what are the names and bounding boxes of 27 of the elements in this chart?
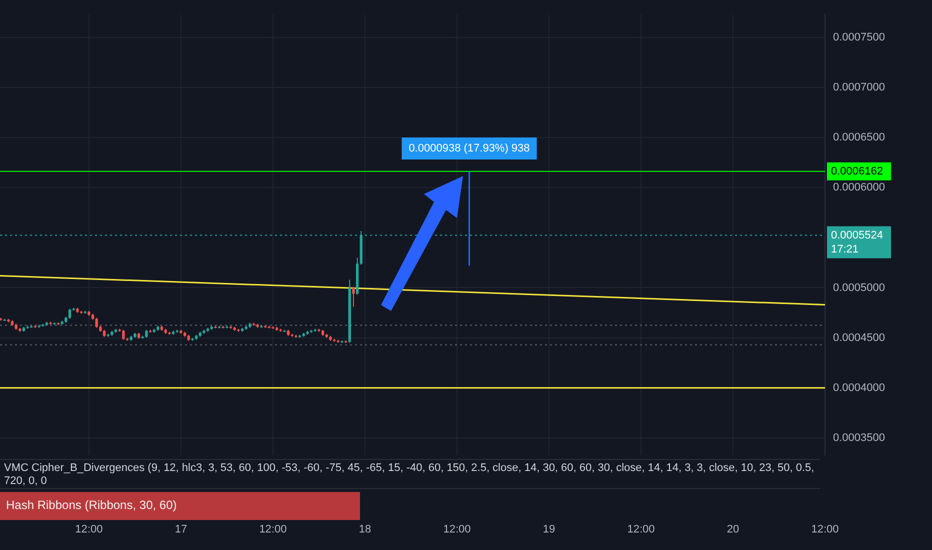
y-tick-label: 0.0006000 [833, 182, 885, 194]
candlestick [68, 308, 72, 320]
x-tick-label: 12:00 [811, 524, 839, 536]
x-tick-label: 12:00 [259, 524, 287, 536]
y-tick-label: 0.0003500 [833, 432, 885, 444]
text: 17:21 [831, 243, 859, 256]
ref-line-label: 0.0005524 [831, 229, 883, 242]
y-tick-label: 0.0007500 [833, 31, 885, 44]
candlestick [352, 286, 355, 308]
x-tick-label: 18 [358, 524, 372, 536]
annotation: 0.0000938 (17.93%) 938 [408, 142, 530, 155]
ref-line-label: 0.0006162 [831, 165, 883, 178]
x-tick-label: 12:00 [627, 524, 655, 536]
y-tick-label: 0.0004000 [833, 382, 885, 394]
x-tick-label: 20 [726, 524, 740, 536]
x-tick-label: 17 [174, 524, 188, 536]
x-tick-label: 12:00 [75, 524, 103, 536]
y-tick-label: 0.0005000 [833, 282, 885, 294]
y-tick-label: 0.0004500 [833, 332, 885, 344]
candlestick [122, 329, 125, 340]
y-tick-label: 0.0007000 [833, 81, 885, 94]
text: Hash Ribbons (Ribbons, 30, 60) [6, 498, 177, 512]
text: VMC Cipher_B_Divergences (9, 12, hlc3, 3, 53, 60, 100, -53, -60, -75, 45, -65, 15, -40, 60, 150, 2.5, close, 14, 30, 60, 60, 30, close, 14, 14, 3, 3, close, 10, 23, 50, 0.5, 720, 0, 0 [0, 459, 820, 489]
y-tick-label: 0.0006500 [833, 132, 885, 144]
candlestick [95, 317, 98, 328]
x-tick-label: 12:00 [443, 524, 471, 536]
x-tick-label: 19 [542, 524, 556, 536]
